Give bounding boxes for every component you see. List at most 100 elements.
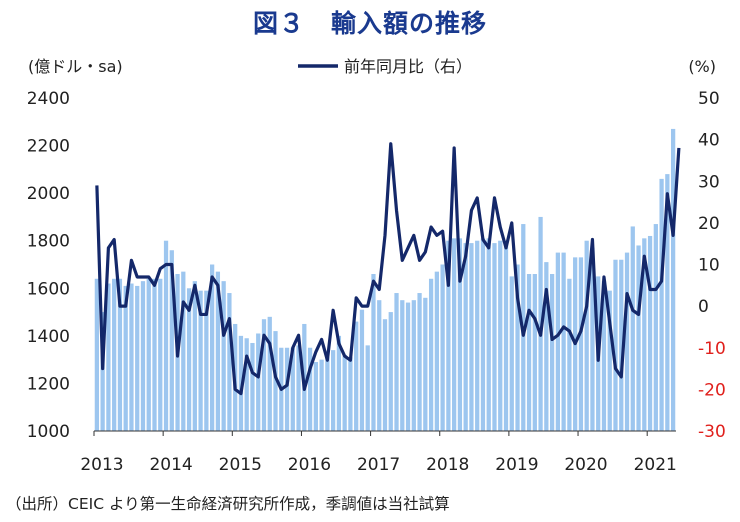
bar bbox=[498, 240, 503, 431]
bar bbox=[198, 290, 203, 431]
bar bbox=[544, 262, 549, 431]
bar bbox=[624, 252, 630, 431]
bar bbox=[636, 245, 641, 431]
bar bbox=[475, 240, 480, 431]
right-tick-label: -30 bbox=[698, 422, 726, 442]
bar bbox=[584, 240, 589, 431]
right-tick-label: 20 bbox=[698, 214, 720, 234]
bar bbox=[100, 312, 105, 431]
right-tick-label: -20 bbox=[698, 380, 726, 400]
bar bbox=[244, 338, 249, 431]
bar bbox=[452, 238, 457, 431]
bar bbox=[204, 290, 209, 431]
bar bbox=[296, 345, 301, 431]
x-tick-label: 2015 bbox=[219, 455, 262, 475]
bar bbox=[411, 300, 416, 431]
x-tick-label: 2017 bbox=[357, 455, 400, 475]
bar bbox=[117, 278, 123, 431]
left-tick-label: 1400 bbox=[27, 327, 70, 347]
bar bbox=[140, 281, 146, 431]
bar bbox=[607, 290, 612, 431]
legend-label: 前年同月比（右） bbox=[344, 57, 472, 76]
bar bbox=[227, 293, 232, 431]
bar bbox=[169, 250, 174, 431]
chart-svg: 1000 1200 1400 1600 1800 2000 2200 2400 50 40 30 2… bbox=[27, 57, 726, 475]
bar bbox=[613, 259, 618, 431]
bar bbox=[653, 224, 658, 431]
bar bbox=[486, 238, 491, 431]
bar bbox=[670, 128, 676, 432]
left-tick-label: 2400 bbox=[27, 89, 70, 109]
bar bbox=[284, 347, 290, 431]
bar bbox=[325, 357, 330, 431]
bar bbox=[423, 297, 428, 431]
x-axis-ticks: 2013 2014 2015 2016 2017 2018 2019 2020 2021 bbox=[80, 431, 677, 475]
bar bbox=[215, 271, 221, 431]
bar bbox=[492, 243, 497, 431]
bar bbox=[394, 293, 399, 431]
bar bbox=[659, 178, 664, 431]
bar bbox=[135, 285, 140, 431]
bar bbox=[567, 278, 572, 431]
bar bbox=[256, 333, 261, 431]
x-tick-label: 2020 bbox=[564, 455, 607, 475]
left-tick-label: 1800 bbox=[27, 232, 70, 252]
bar bbox=[307, 347, 313, 431]
bar bbox=[440, 264, 445, 431]
left-axis-unit: (億ドル・sa) bbox=[28, 57, 123, 76]
bar bbox=[532, 274, 537, 431]
right-tick-label: 50 bbox=[698, 89, 720, 109]
bar bbox=[561, 252, 566, 431]
bar bbox=[647, 235, 653, 431]
bar bbox=[469, 243, 474, 431]
bar bbox=[210, 264, 215, 431]
bar bbox=[112, 278, 117, 431]
bar bbox=[405, 302, 411, 431]
bar bbox=[526, 274, 532, 431]
bar bbox=[290, 347, 295, 431]
bar bbox=[463, 243, 468, 431]
right-axis-ticks: 50 40 30 20 10 0 -10 -20 -30 bbox=[698, 89, 726, 442]
bar bbox=[428, 278, 434, 431]
bar bbox=[348, 357, 353, 431]
bar bbox=[630, 226, 635, 431]
bar bbox=[129, 283, 134, 431]
bar bbox=[503, 240, 509, 431]
left-tick-label: 1000 bbox=[27, 422, 70, 442]
bar bbox=[336, 335, 342, 431]
bar bbox=[590, 247, 595, 431]
bar bbox=[555, 252, 560, 431]
bar bbox=[158, 278, 163, 431]
yoy-line bbox=[95, 142, 681, 396]
bar bbox=[601, 281, 607, 431]
bar bbox=[313, 362, 318, 431]
right-tick-label: 40 bbox=[698, 131, 720, 151]
bar bbox=[480, 238, 486, 431]
x-tick-label: 2018 bbox=[426, 455, 469, 475]
right-axis-unit: (%) bbox=[688, 57, 716, 76]
bar bbox=[123, 285, 128, 431]
bar bbox=[434, 271, 439, 431]
bar bbox=[382, 319, 388, 431]
x-tick-label: 2016 bbox=[288, 455, 331, 475]
left-tick-label: 1600 bbox=[27, 279, 70, 299]
bar bbox=[371, 274, 376, 431]
bar bbox=[342, 354, 347, 431]
left-tick-label: 1200 bbox=[27, 374, 70, 394]
bar bbox=[642, 238, 647, 431]
bar bbox=[163, 240, 169, 431]
chart-title: 図３ 輸入額の推移 bbox=[252, 9, 487, 38]
bar bbox=[152, 278, 157, 431]
bar bbox=[619, 259, 624, 431]
right-tick-label: 10 bbox=[698, 256, 720, 276]
left-tick-label: 2000 bbox=[27, 184, 70, 204]
bar bbox=[261, 319, 267, 431]
bar bbox=[365, 345, 370, 431]
bar bbox=[146, 278, 151, 431]
bar bbox=[221, 281, 226, 431]
bar bbox=[273, 331, 278, 431]
bar bbox=[267, 316, 272, 431]
bar bbox=[446, 240, 451, 431]
legend: 前年同月比（右） bbox=[298, 57, 472, 76]
bar bbox=[509, 276, 514, 431]
